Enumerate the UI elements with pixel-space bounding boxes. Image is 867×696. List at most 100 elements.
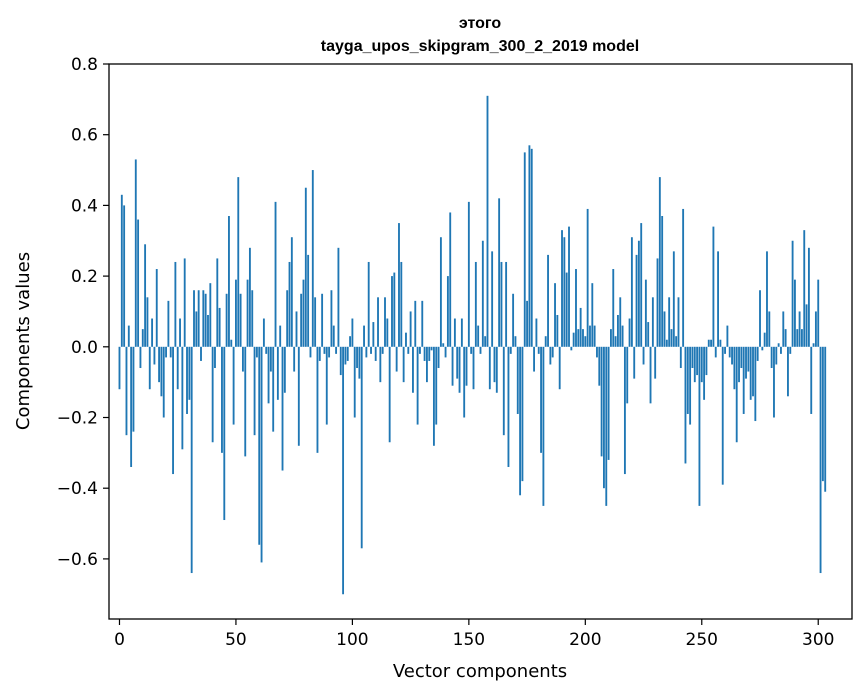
bar-213 xyxy=(614,336,617,347)
bar-243 xyxy=(684,346,687,464)
bar-229 xyxy=(651,297,654,347)
bar-236 xyxy=(668,297,671,347)
y-tick-label: −0.6 xyxy=(57,550,98,570)
bar-100 xyxy=(351,318,354,347)
bar-233 xyxy=(661,216,664,347)
bar-28 xyxy=(183,258,186,347)
bar-53 xyxy=(241,346,244,372)
bar-124 xyxy=(407,346,410,354)
bar-193 xyxy=(568,226,570,347)
bar-102 xyxy=(356,346,358,369)
bar-290 xyxy=(794,279,796,347)
bar-154 xyxy=(477,325,480,347)
bar-234 xyxy=(663,311,666,347)
bar-58 xyxy=(253,346,256,436)
bar-242 xyxy=(682,208,685,347)
bar-220 xyxy=(630,237,633,347)
bar-214 xyxy=(616,314,619,347)
bar-107 xyxy=(367,261,370,347)
bar-279 xyxy=(768,311,771,347)
bar-49 xyxy=(232,346,235,425)
x-tick-label: 0 xyxy=(114,630,125,650)
bar-303 xyxy=(824,346,827,492)
bar-146 xyxy=(458,346,461,393)
bar-237 xyxy=(670,329,673,347)
bar-270 xyxy=(747,346,750,372)
bar-300 xyxy=(817,279,820,347)
bar-20 xyxy=(165,346,167,358)
y-tick-label: 0.2 xyxy=(71,267,98,287)
bar-160 xyxy=(491,251,494,347)
bar-254 xyxy=(710,339,713,347)
bar-90 xyxy=(328,346,331,358)
bar-238 xyxy=(672,251,675,347)
bar-13 xyxy=(148,346,151,390)
bar-147 xyxy=(460,318,463,347)
bar-269 xyxy=(745,346,747,379)
bar-135 xyxy=(432,346,435,446)
bar-266 xyxy=(738,346,740,383)
bar-199 xyxy=(582,329,584,347)
bar-253 xyxy=(707,339,710,347)
bar-11 xyxy=(144,244,147,347)
bar-91 xyxy=(330,290,333,347)
bar-155 xyxy=(479,346,482,354)
bar-119 xyxy=(395,346,398,372)
bar-118 xyxy=(393,272,396,347)
bar-33 xyxy=(195,311,198,347)
bar-263 xyxy=(731,346,733,365)
bar-288 xyxy=(789,346,792,354)
bar-84 xyxy=(314,297,317,347)
bar-184 xyxy=(547,254,549,347)
bar-140 xyxy=(444,346,447,358)
bar-55 xyxy=(246,279,249,347)
bar-27 xyxy=(181,346,184,450)
bar-219 xyxy=(628,318,631,347)
bar-45 xyxy=(223,346,226,521)
bar-56 xyxy=(248,247,251,347)
bar-38 xyxy=(207,314,209,347)
bar-93 xyxy=(335,346,338,354)
bar-203 xyxy=(591,283,594,347)
bar-161 xyxy=(493,346,496,383)
bar-285 xyxy=(782,311,785,347)
bar-52 xyxy=(239,293,242,347)
chart-title-line2: tayga_upos_skipgram_300_2_2019 model xyxy=(321,38,639,55)
bar-227 xyxy=(647,322,650,347)
bar-8 xyxy=(137,219,140,347)
bar-65 xyxy=(269,346,272,372)
bar-159 xyxy=(488,346,491,390)
bar-157 xyxy=(484,336,487,347)
bar-106 xyxy=(365,346,368,358)
bar-98 xyxy=(346,346,349,361)
bar-138 xyxy=(439,237,442,347)
bar-70 xyxy=(281,346,284,471)
bar-47 xyxy=(228,216,230,347)
bar-164 xyxy=(500,261,503,347)
y-axis-label: Components values xyxy=(13,252,34,430)
bar-178 xyxy=(533,346,535,372)
y-tick-label: 0.4 xyxy=(71,196,98,216)
bar-7 xyxy=(134,159,137,347)
bar-122 xyxy=(402,346,405,383)
bar-133 xyxy=(428,346,431,361)
bar-179 xyxy=(535,318,538,347)
bar-169 xyxy=(512,293,515,347)
bar-153 xyxy=(474,261,477,347)
bar-235 xyxy=(665,339,668,347)
bar-296 xyxy=(807,247,810,347)
bar-216 xyxy=(621,325,624,347)
bar-109 xyxy=(372,322,375,347)
bar-215 xyxy=(619,297,622,347)
bar-262 xyxy=(728,346,731,358)
bar-68 xyxy=(276,346,279,400)
bar-126 xyxy=(412,346,414,393)
bar-166 xyxy=(505,261,508,347)
x-tick-label: 200 xyxy=(569,630,601,650)
bar-197 xyxy=(577,329,580,347)
bar-221 xyxy=(633,346,636,379)
bar-175 xyxy=(526,300,529,347)
bar-204 xyxy=(593,325,596,347)
bar-61 xyxy=(260,346,263,563)
